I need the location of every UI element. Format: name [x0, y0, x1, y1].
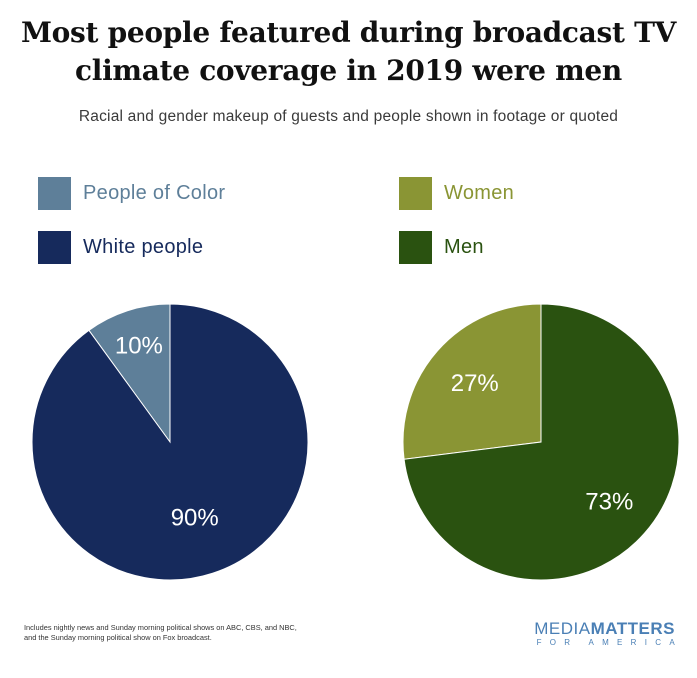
legend-swatch-people-of-color	[38, 176, 71, 210]
logo-matters-text: MATTERS	[590, 619, 675, 638]
legend-label-white-people: White people	[83, 235, 204, 258]
legend-label-people-of-color: People of Color	[83, 181, 226, 204]
logo-media-text: MEDIA	[534, 619, 591, 638]
pie-slice-white-people	[31, 303, 309, 581]
legend-item-women: Women	[399, 176, 514, 210]
chart-subtitle: Racial and gender makeup of guests and p…	[78, 108, 619, 125]
footnote: Includes nightly news and Sunday morning…	[24, 623, 364, 643]
legend-swatch-women	[399, 176, 432, 210]
legend-item-white-people: White people	[38, 230, 203, 264]
chart-title-line-2: climate coverage in 2019 were men	[75, 54, 622, 87]
legend-swatch-white-people	[38, 230, 71, 264]
legend-label-women: Women	[444, 181, 515, 204]
footnote-line-2: and the Sunday morning political show on…	[24, 633, 212, 642]
pie-slice-men	[403, 303, 680, 581]
pie-slice-people-of-color	[88, 303, 171, 444]
pie-slice-women	[402, 303, 542, 460]
legend-item-people-of-color: People of Color	[38, 176, 225, 210]
legend-label-men: Men	[444, 235, 484, 258]
data-label-people-of-color: 10%	[115, 333, 163, 360]
chart-title-line-1: Most people featured during broadcast TV	[20, 16, 677, 49]
media-matters-logo: MEDIAMATTERS FOR AMERICA	[534, 620, 675, 648]
data-label-men: 73%	[585, 489, 633, 516]
data-label-women: 27%	[451, 370, 499, 397]
data-label-white-people: 90%	[171, 505, 219, 532]
footnote-line-1: Includes nightly news and Sunday morning…	[24, 623, 297, 632]
chart-title: Most people featured during broadcast TV…	[0, 14, 697, 90]
logo-subtext: FOR AMERICA	[536, 638, 683, 647]
legend-item-men: Men	[399, 230, 484, 264]
legend-swatch-men	[399, 230, 432, 264]
